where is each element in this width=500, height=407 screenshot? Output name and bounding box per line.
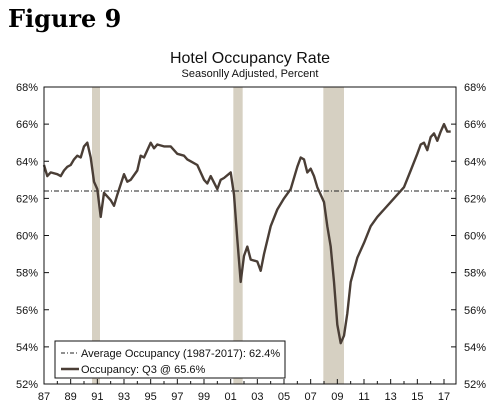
x-tick-label: 99: [198, 391, 210, 403]
y-tick-label-left: 62%: [16, 193, 38, 205]
recession-band-1: [92, 87, 100, 384]
y-tick-label-right: 66%: [464, 119, 486, 131]
y-tick-label-right: 54%: [464, 342, 486, 354]
y-tick-label-right: 64%: [464, 156, 486, 168]
y-tick-label-right: 58%: [464, 268, 486, 280]
y-tick-label-left: 58%: [16, 268, 38, 280]
x-tick-label: 87: [38, 391, 50, 403]
x-tick-label: 17: [438, 391, 450, 403]
y-tick-label-right: 68%: [464, 82, 486, 94]
recession-band-3: [323, 87, 344, 384]
recession-bands: [92, 87, 344, 384]
x-tick-label: 91: [91, 391, 103, 403]
y-tick-label-right: 52%: [464, 379, 486, 391]
y-axis-right: 52% 54% 56% 58% 60% 62% 64% 66% 68%: [451, 82, 486, 391]
x-tick-label: 95: [145, 391, 157, 403]
y-tick-label-left: 54%: [16, 342, 38, 354]
x-tick-label: 01: [225, 391, 237, 403]
y-tick-label-right: 60%: [464, 231, 486, 243]
y-tick-label-left: 66%: [16, 119, 38, 131]
y-tick-label-left: 68%: [16, 82, 38, 94]
y-tick-label-left: 52%: [16, 379, 38, 391]
x-axis: 87 89 91 93 95 97 99 01 03 05 07 09 11 13 15 17: [38, 379, 450, 403]
x-tick-label: 03: [251, 391, 263, 403]
legend-label-occupancy: Occupancy: Q3 @ 65.6%: [81, 364, 206, 376]
occupancy-line: [42, 122, 451, 345]
x-tick-label: 93: [118, 391, 130, 403]
x-tick-label: 13: [385, 391, 397, 403]
figure-label: Figure 9: [8, 4, 122, 33]
chart-title: Hotel Occupancy Rate: [170, 50, 330, 67]
legend: Average Occupancy (1987-2017): 62.4% Occu…: [54, 340, 286, 379]
x-tick-label: 09: [331, 391, 343, 403]
x-tick-label: 11: [358, 391, 369, 403]
x-tick-label: 89: [65, 391, 77, 403]
series-layer: [42, 122, 456, 345]
y-tick-label-left: 56%: [16, 305, 38, 317]
legend-box: [54, 340, 286, 379]
legend-label-average: Average Occupancy (1987-2017): 62.4%: [81, 348, 280, 360]
x-tick-label: 97: [171, 391, 183, 403]
x-tick-label: 15: [411, 391, 423, 403]
x-tick-label: 07: [305, 391, 317, 403]
chart-subtitle: Seasonlly Adjusted, Percent: [182, 68, 319, 80]
x-tick-label: 05: [278, 391, 290, 403]
y-tick-label-left: 60%: [16, 231, 38, 243]
y-axis-left: 52% 54% 56% 58% 60% 62% 64% 66% 68%: [16, 82, 49, 391]
y-tick-label-right: 62%: [464, 193, 486, 205]
y-tick-label-left: 64%: [16, 156, 38, 168]
y-tick-label-right: 56%: [464, 305, 486, 317]
plot-frame: [43, 86, 457, 385]
